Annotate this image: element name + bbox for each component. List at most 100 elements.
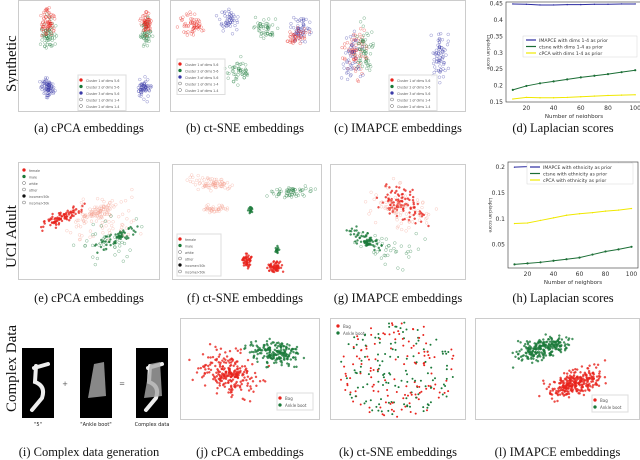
data-point <box>74 207 78 211</box>
data-point <box>295 351 299 355</box>
data-point <box>188 20 193 24</box>
data-point <box>591 253 594 256</box>
data-point <box>277 248 281 251</box>
data-point <box>251 380 255 383</box>
data-point <box>91 255 95 259</box>
data-point <box>565 336 568 339</box>
data-point <box>377 353 379 356</box>
data-point <box>548 383 552 386</box>
data-point <box>532 353 536 357</box>
data-point <box>216 207 221 211</box>
data-point <box>60 215 64 218</box>
data-point <box>287 353 291 357</box>
data-point <box>54 216 57 220</box>
data-point <box>43 41 47 45</box>
legend-label: Cluster 1 of dims 5-6 <box>86 79 119 83</box>
data-point <box>292 350 295 354</box>
data-point <box>233 23 237 28</box>
data-point <box>515 350 518 354</box>
data-point <box>148 84 153 88</box>
data-point <box>51 82 55 86</box>
data-point <box>344 36 349 40</box>
data-point <box>451 357 454 360</box>
data-point <box>240 72 245 77</box>
data-point <box>50 217 53 221</box>
legend-label: Cluster 1 of dims 1-4 <box>86 99 119 103</box>
data-point <box>437 70 442 74</box>
data-point <box>100 238 103 242</box>
data-point <box>408 198 411 202</box>
legend-marker <box>390 97 394 102</box>
data-point <box>265 25 270 29</box>
data-point <box>277 265 280 268</box>
data-point <box>77 218 81 222</box>
data-point <box>620 94 623 96</box>
data-point <box>228 388 231 391</box>
data-point <box>351 54 355 59</box>
data-point <box>435 338 438 341</box>
data-point <box>214 364 217 368</box>
data-point <box>399 221 403 225</box>
data-point <box>404 369 407 372</box>
data-point <box>279 266 283 270</box>
data-point <box>215 392 219 395</box>
legend-marker <box>390 84 394 89</box>
data-point <box>394 384 397 387</box>
data-point <box>275 264 279 267</box>
data-point <box>568 376 571 380</box>
data-point <box>516 353 520 356</box>
data-point <box>227 71 231 76</box>
data-point <box>250 342 253 346</box>
data-point <box>358 232 363 236</box>
data-point <box>512 3 514 5</box>
data-point <box>211 373 215 377</box>
data-point <box>276 26 280 30</box>
data-point <box>288 344 291 347</box>
data-point <box>229 14 233 18</box>
data-point <box>387 194 391 199</box>
data-point <box>425 342 428 345</box>
data-point <box>367 212 371 216</box>
data-point <box>407 394 409 397</box>
data-point <box>559 376 562 380</box>
data-point <box>362 235 365 238</box>
data-point <box>404 203 408 207</box>
data-point <box>225 17 230 22</box>
data-point <box>353 69 358 73</box>
data-point <box>203 364 207 367</box>
data-point <box>557 348 561 351</box>
data-point <box>143 25 147 29</box>
data-point <box>249 387 253 390</box>
data-point <box>417 352 420 355</box>
data-point <box>586 367 589 370</box>
data-point <box>353 38 357 43</box>
data-point <box>591 371 595 374</box>
data-point <box>231 359 234 363</box>
data-point <box>298 35 303 39</box>
data-point <box>79 201 84 205</box>
data-point <box>550 397 554 400</box>
data-point <box>277 192 281 196</box>
data-point <box>441 62 446 66</box>
data-point <box>378 201 383 205</box>
legend-label: income>50k <box>185 271 205 275</box>
x-tick-label: 60 <box>577 105 585 112</box>
caption-i: (i) Complex data generation <box>18 445 160 459</box>
data-point <box>98 241 102 246</box>
legend-marker <box>79 104 83 108</box>
data-point <box>357 42 361 46</box>
data-point <box>386 394 389 397</box>
data-point <box>292 32 296 37</box>
legend-label: IMAPCE with dims 1-4 as prior <box>539 38 608 44</box>
data-point <box>443 391 446 394</box>
x-tick-label: 20 <box>524 271 532 278</box>
data-point <box>298 37 302 42</box>
data-point <box>51 87 55 91</box>
data-point <box>58 217 61 220</box>
data-point <box>203 371 207 375</box>
data-point <box>372 369 375 371</box>
data-point <box>563 393 567 396</box>
